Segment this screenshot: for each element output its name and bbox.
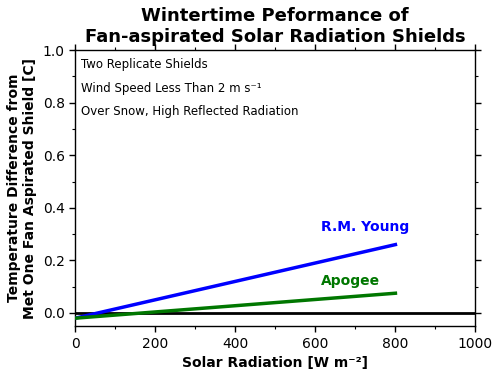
Text: R.M. Young: R.M. Young — [322, 220, 410, 234]
Text: Over Snow, High Reflected Radiation: Over Snow, High Reflected Radiation — [81, 105, 298, 118]
Text: Wind Speed Less Than 2 m s⁻¹: Wind Speed Less Than 2 m s⁻¹ — [81, 82, 262, 95]
Text: Apogee: Apogee — [322, 274, 380, 288]
X-axis label: Solar Radiation [W m⁻²]: Solar Radiation [W m⁻²] — [182, 356, 368, 370]
Title: Wintertime Peformance of
Fan-aspirated Solar Radiation Shields: Wintertime Peformance of Fan-aspirated S… — [85, 7, 466, 46]
Y-axis label: Temperature Difference from
Met One Fan Aspirated Shield [C]: Temperature Difference from Met One Fan … — [7, 58, 37, 319]
Text: Two Replicate Shields: Two Replicate Shields — [81, 58, 208, 71]
